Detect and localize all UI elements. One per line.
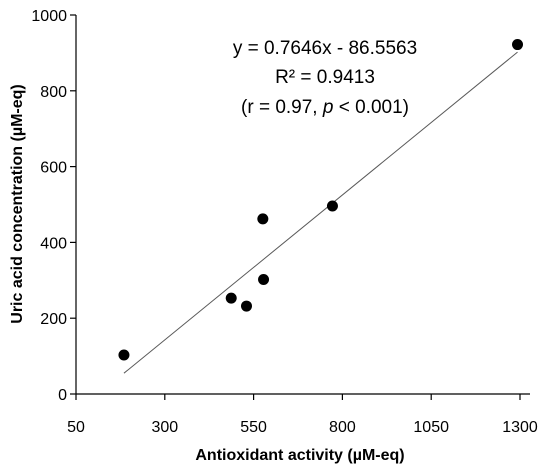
y-tick-label: 600 bbox=[40, 160, 67, 177]
data-point bbox=[326, 200, 338, 212]
x-tick-label: 300 bbox=[151, 419, 178, 436]
data-point bbox=[257, 213, 269, 225]
x-tick-label: 1050 bbox=[413, 419, 449, 436]
y-tick-label: 400 bbox=[40, 235, 67, 252]
x-tick-label: 1300 bbox=[502, 419, 538, 436]
data-point bbox=[225, 292, 237, 304]
data-point bbox=[118, 349, 130, 361]
p-value: < 0.001) bbox=[333, 97, 409, 118]
regression-annotation: y = 0.7646x - 86.5563 R² = 0.9413 (r = 0… bbox=[233, 38, 417, 118]
data-points bbox=[118, 39, 524, 361]
x-tick-label: 800 bbox=[329, 419, 356, 436]
trendline-group bbox=[123, 51, 518, 374]
y-axis-title: Uric acid concentration (µM-eq) bbox=[9, 84, 26, 323]
data-point bbox=[512, 39, 524, 51]
correlation-prefix: (r = 0.97, bbox=[241, 97, 323, 118]
y-tick-label: 800 bbox=[40, 84, 67, 101]
data-point bbox=[240, 300, 252, 312]
data-point bbox=[258, 274, 270, 286]
ticks: 50 300 550 800 1050 1300 0 200 400 600 800 1000 bbox=[31, 8, 537, 436]
y-tick-label: 200 bbox=[40, 311, 67, 328]
axes bbox=[75, 15, 530, 395]
x-axis-title: Antioxidant activity (µM-eq) bbox=[195, 447, 404, 464]
x-tick-label: 50 bbox=[67, 419, 85, 436]
y-tick-label: 1000 bbox=[31, 8, 67, 25]
correlation-label: (r = 0.97, p < 0.001) bbox=[241, 97, 409, 118]
r-squared-label: R² = 0.9413 bbox=[275, 67, 375, 88]
regression-equation: y = 0.7646x - 86.5563 bbox=[233, 38, 417, 59]
y-tick-label: 0 bbox=[58, 387, 67, 404]
trendline bbox=[123, 51, 518, 374]
x-tick-label: 550 bbox=[240, 419, 267, 436]
p-symbol: p bbox=[322, 97, 334, 118]
